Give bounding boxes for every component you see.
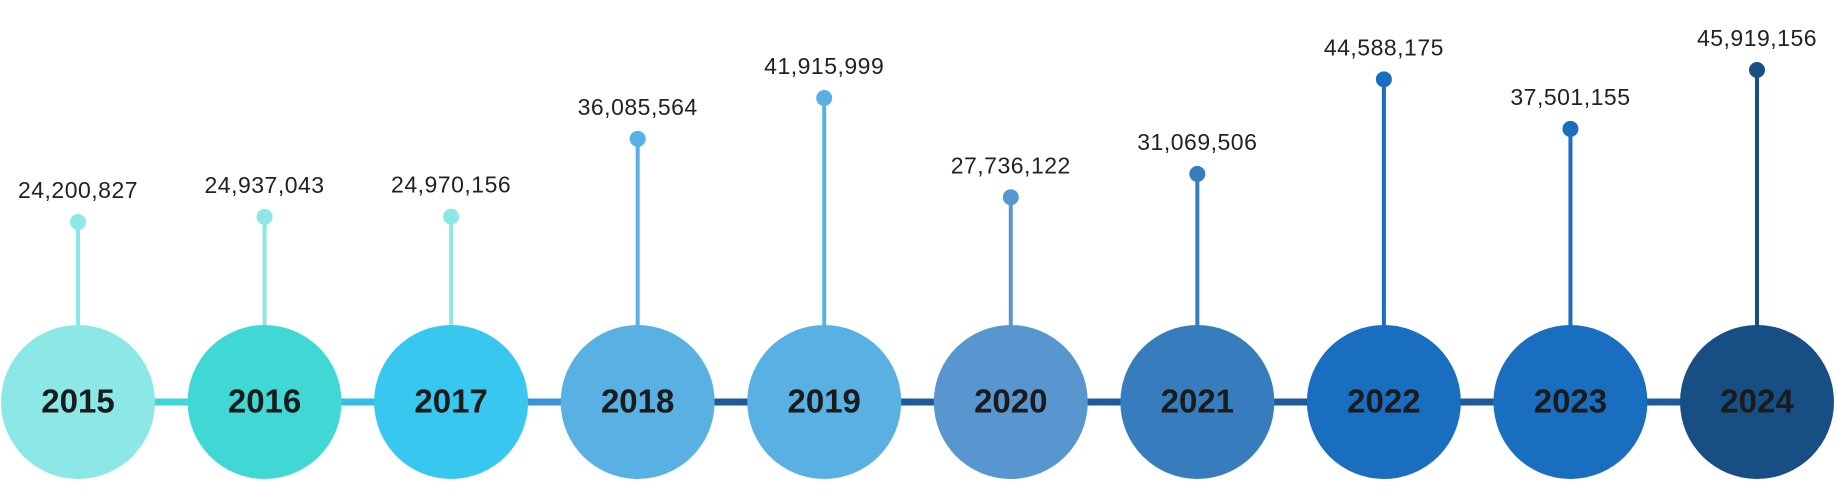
year-label: 2017 [414,383,487,420]
value-label: 45,919,156 [1697,25,1817,51]
year-label: 2022 [1347,383,1420,420]
stem-dot [256,208,273,225]
year-circle [374,325,529,479]
year-circle [1680,325,1834,479]
value-label: 24,970,156 [391,172,511,198]
value-label: 24,200,827 [18,177,138,203]
value-label: 44,588,175 [1324,34,1444,60]
year-circle [747,325,902,479]
value-label: 27,736,122 [951,152,1071,178]
stem-dot [1749,62,1765,78]
year-label: 2016 [228,383,301,420]
value-label: 24,937,043 [204,172,324,198]
stem-dot [1189,165,1206,182]
year-label: 2023 [1534,383,1607,420]
value-label: 41,915,999 [764,53,884,79]
stem-dot [816,90,833,107]
year-circle [560,325,715,479]
year-label: 2018 [601,383,674,420]
year-label: 2015 [41,383,114,420]
year-circle [1120,325,1275,479]
stem-dot [70,214,86,230]
value-label: 37,501,155 [1510,84,1630,110]
year-label: 2019 [788,383,861,420]
stem-dot [629,130,646,147]
year-label: 2020 [974,383,1047,420]
stem-dot [443,208,460,225]
year-circle [933,325,1088,479]
value-label: 36,085,564 [578,94,698,120]
year-circle [187,325,342,479]
year-circle [1306,325,1461,479]
value-label: 31,069,506 [1137,129,1257,155]
year-label: 2024 [1720,383,1794,420]
stem-dot [1002,189,1019,206]
year-circle [1,325,155,479]
year-label: 2021 [1161,383,1234,420]
year-circle [1493,325,1648,479]
stem-dot [1562,120,1579,137]
stem-dot [1375,71,1392,88]
